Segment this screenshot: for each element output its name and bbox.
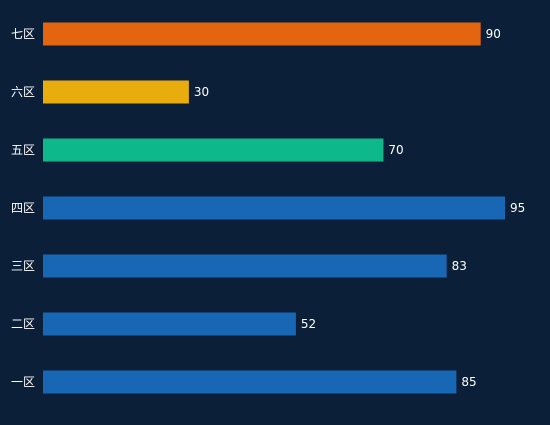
- bars-layer: [43, 22, 505, 394]
- bar-3: [43, 138, 384, 162]
- bar-1: [43, 22, 481, 46]
- value-label-1: 90: [486, 27, 501, 41]
- bar-6: [43, 312, 296, 336]
- value-label-2: 30: [194, 85, 209, 99]
- bar-5: [43, 254, 447, 278]
- category-label-1: 七区: [11, 27, 35, 41]
- labels-layer: 七区 90 六区 30 五区 70 四区 95 三区 83 二区 52 一区 85: [11, 27, 525, 389]
- value-label-5: 83: [452, 259, 467, 273]
- category-label-5: 三区: [11, 259, 35, 273]
- category-label-2: 六区: [11, 85, 35, 99]
- category-label-4: 四区: [11, 201, 35, 215]
- value-label-4: 95: [510, 201, 525, 215]
- value-label-6: 52: [301, 317, 316, 331]
- category-label-7: 一区: [11, 375, 35, 389]
- category-label-3: 五区: [11, 143, 35, 157]
- bar-7: [43, 370, 457, 394]
- bar-4: [43, 196, 505, 220]
- value-label-7: 85: [461, 375, 476, 389]
- value-label-3: 70: [388, 143, 403, 157]
- bar-2: [43, 80, 189, 104]
- category-label-6: 二区: [11, 317, 35, 331]
